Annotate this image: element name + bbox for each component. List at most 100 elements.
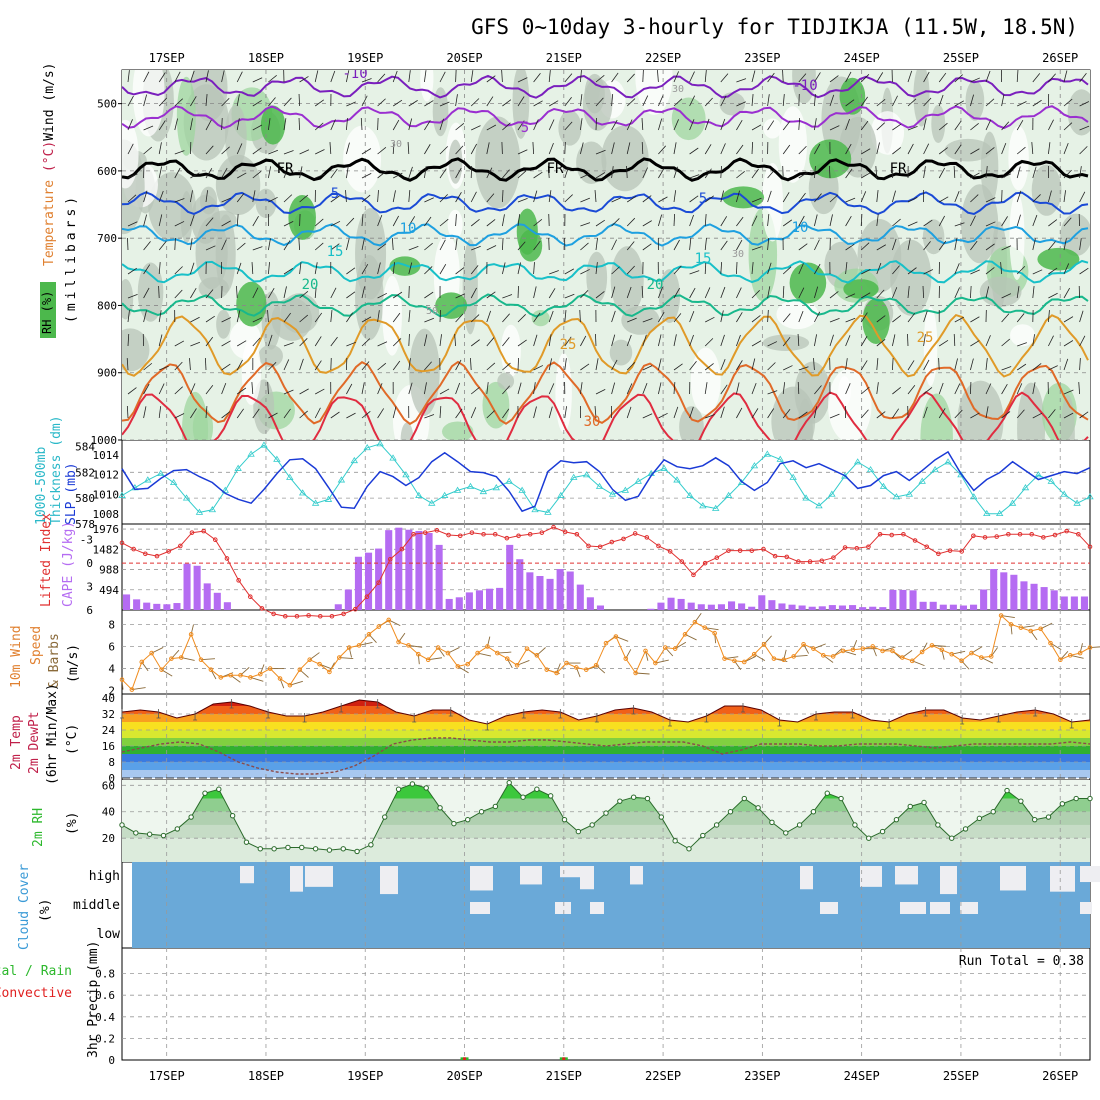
wind-barb xyxy=(1048,365,1058,371)
wind-barb xyxy=(502,337,510,347)
wind-barb xyxy=(205,145,214,155)
wind-barb xyxy=(580,222,591,227)
cape-bar xyxy=(546,578,554,610)
wind-barb xyxy=(268,166,272,179)
wind-barb xyxy=(907,221,918,227)
wind-barb xyxy=(985,286,990,299)
wind-barb xyxy=(642,413,653,419)
wind-barb xyxy=(1017,101,1027,107)
wind-barb xyxy=(236,71,243,83)
wind-barb xyxy=(329,142,332,155)
li-marker xyxy=(143,551,148,557)
wind-barb xyxy=(346,101,356,107)
wind-barb xyxy=(158,334,163,347)
wind-barb xyxy=(580,197,591,203)
wind-barb xyxy=(860,191,867,203)
li-marker xyxy=(644,535,650,540)
wind-barb xyxy=(126,406,129,419)
cape-bar xyxy=(1010,574,1018,610)
wind-barb xyxy=(736,239,743,251)
wind-barb xyxy=(424,317,435,323)
wind-barb xyxy=(860,386,870,395)
wind-barb xyxy=(221,146,230,155)
wind-barb xyxy=(455,94,458,107)
wind-marker xyxy=(791,654,796,659)
wind-marker xyxy=(1077,650,1083,656)
wind-barb xyxy=(814,143,821,155)
li-tick: 3 xyxy=(86,581,93,594)
li-marker xyxy=(784,554,790,560)
wind-marker xyxy=(475,650,480,656)
wind-barb xyxy=(299,290,309,299)
wind-barb xyxy=(268,74,277,83)
wind-barb xyxy=(221,97,230,107)
wind-barb xyxy=(424,144,431,155)
temperature-unit: (°C) xyxy=(42,141,57,180)
rh-region xyxy=(828,368,872,440)
thickness-marker xyxy=(1073,499,1081,506)
wind-barb xyxy=(377,408,385,419)
wind-barb xyxy=(470,314,480,323)
wind-barb xyxy=(330,220,341,227)
wind-barb xyxy=(205,168,213,179)
wind-marker xyxy=(129,687,135,692)
wind-barb xyxy=(533,240,541,251)
li-marker xyxy=(691,572,696,578)
wind-barb xyxy=(393,172,403,179)
wind-barb xyxy=(174,98,183,107)
wind-barb xyxy=(1048,292,1058,299)
wind-barb xyxy=(767,190,772,203)
wind-barb xyxy=(892,147,902,155)
thickness-marker xyxy=(931,465,939,473)
isotherm-label: 30 xyxy=(584,414,601,430)
rh-region xyxy=(216,309,231,339)
wind-barb xyxy=(580,363,590,371)
minmax-marker xyxy=(996,713,1001,723)
wind-barb xyxy=(283,312,291,323)
wind-barb xyxy=(143,94,148,107)
wind-barb xyxy=(704,382,708,395)
wind-marker xyxy=(633,670,638,676)
wind-barb xyxy=(860,336,868,347)
li-marker xyxy=(936,551,941,557)
rh-region xyxy=(679,406,704,440)
wind-marker xyxy=(662,645,668,650)
minmax-marker xyxy=(485,721,490,731)
wind-barb xyxy=(724,656,739,660)
wind-barb xyxy=(767,408,775,419)
wind-barb xyxy=(174,221,185,227)
cape-bar xyxy=(980,589,988,610)
wind-barb xyxy=(876,98,886,107)
wind-barb xyxy=(595,291,605,299)
wind-barb xyxy=(314,70,319,83)
wind-barb xyxy=(642,195,652,203)
wind-barb xyxy=(346,412,356,419)
wind-barb xyxy=(564,121,573,131)
wind-marker xyxy=(327,669,332,675)
wind-barb xyxy=(798,215,805,227)
wind-barb xyxy=(876,244,886,251)
wind-barb xyxy=(1001,313,1010,323)
thickness-tick: 580 xyxy=(75,492,95,505)
precip-label-conv: Convective xyxy=(0,986,72,1001)
isotherm-label: 50 xyxy=(426,306,438,317)
rh-region xyxy=(1067,89,1090,136)
wind-barb xyxy=(892,238,897,251)
wind-barb xyxy=(236,340,247,347)
cape-bar xyxy=(738,603,746,610)
wind-barb xyxy=(814,334,818,347)
wind-barb xyxy=(892,334,896,347)
wind-barb xyxy=(1048,335,1054,347)
thickness-marker xyxy=(763,450,772,457)
rh-region xyxy=(586,251,608,304)
isotherm-label: 5 xyxy=(331,186,339,202)
wind-tick: 4 xyxy=(108,663,115,676)
rh-region xyxy=(609,339,633,366)
wind-barb xyxy=(814,286,819,299)
wind-barb xyxy=(1079,358,1081,371)
rh-marker xyxy=(617,798,623,804)
wind-barb xyxy=(876,411,886,419)
wind-barb xyxy=(533,73,541,83)
wind-barb xyxy=(641,118,644,131)
wind-barb xyxy=(190,96,197,107)
